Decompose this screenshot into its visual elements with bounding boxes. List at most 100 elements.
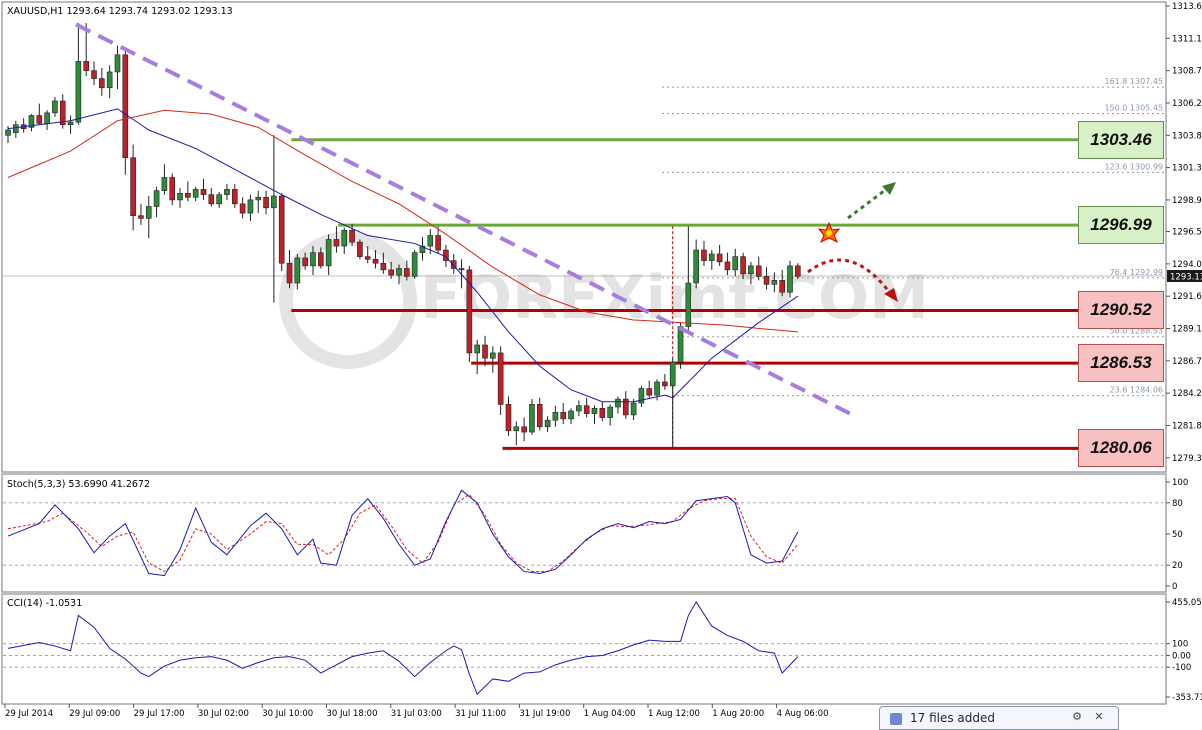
gear-icon[interactable]: ⚙ (1072, 710, 1082, 723)
candle-body (638, 388, 645, 404)
time-tick-label: 31 Jul 03:00 (391, 709, 442, 719)
files-icon (890, 713, 902, 725)
stoch-tick-label: 100 (1172, 478, 1188, 488)
candle-body (122, 54, 129, 158)
candle-body (231, 189, 238, 205)
time-tick-label: 31 Jul 19:00 (519, 709, 570, 719)
candle-body (630, 402, 637, 416)
current-price-label: 1293.13 (1170, 273, 1202, 283)
candle-body (701, 249, 707, 261)
fibonacci-label: 150.0 1305.45 (1104, 104, 1163, 113)
candle-body (708, 253, 715, 261)
close-icon[interactable]: ✕ (1094, 710, 1104, 723)
candle-body (177, 193, 183, 201)
forecast-arrows (807, 182, 898, 302)
bullish-arrow (847, 186, 889, 220)
candle-body (529, 404, 535, 433)
time-tick-label: 1 Aug 04:00 (584, 709, 636, 719)
bullish-arrowhead (882, 182, 896, 195)
time-tick-label: 30 Jul 18:00 (327, 709, 378, 719)
fibonacci-label: 50.0 1288.53 (1110, 327, 1163, 336)
candle-body (716, 253, 723, 263)
ma-slow-line (7, 109, 798, 333)
candle-body (91, 70, 97, 79)
candle-body (83, 61, 89, 71)
candle-body (411, 252, 418, 277)
candle-body (513, 426, 520, 432)
candle-body (310, 252, 316, 267)
candle-body (771, 280, 778, 285)
candle-body (505, 404, 512, 432)
stoch-tick-label: 0 (1172, 582, 1177, 592)
price-tick-label: 1279.35 (1172, 454, 1202, 464)
candle-body (591, 408, 598, 414)
price-tick-label: 1301.35 (1172, 164, 1202, 174)
stoch-header: Stoch(5,3,3) 53.6990 41.2672 (7, 479, 150, 490)
candle-body (349, 229, 355, 243)
candle-body (427, 235, 434, 247)
current-price-marker (1167, 270, 1202, 283)
time-tick-label: 1 Aug 12:00 (648, 709, 700, 719)
candle-body (662, 381, 668, 387)
bearish-arrowhead (884, 288, 898, 302)
files-added-notification[interactable]: 17 files added ⚙ ✕ (879, 706, 1119, 730)
stoch-tick-label: 50 (1172, 530, 1183, 540)
candle-body (130, 157, 136, 217)
support-level-label: 1280.06 (1078, 429, 1164, 468)
horizontal-levels (291, 138, 1078, 450)
candle-body (552, 411, 559, 421)
price-tick-label: 1284.25 (1172, 389, 1202, 399)
candle-body (36, 115, 43, 124)
cci-header: CCI(14) -1.0531 (7, 598, 82, 609)
candle-body (239, 203, 246, 214)
price-tick-label: 1296.50 (1172, 228, 1202, 238)
resistance-level-label: 1296.99 (1078, 206, 1164, 245)
candle-body (458, 268, 465, 271)
cci-tick-label: 455.05 (1172, 598, 1202, 608)
candle-body (654, 381, 660, 396)
candle-body (419, 245, 426, 253)
watermark: FOREXimf.COM (279, 231, 929, 369)
candle-body (787, 265, 793, 293)
time-axis: 29 Jul 2014 29 Jul 09:00 29 Jul 17:00 30 Ju… (4, 704, 829, 719)
candle-body (278, 195, 285, 264)
ma-fast-line (7, 108, 799, 403)
fibonacci-label: 76.4 1292.99 (1110, 268, 1163, 277)
candle-body (622, 398, 629, 416)
candle-body (44, 112, 50, 124)
candle-body (341, 229, 348, 247)
price-tick-label: 1311.15 (1172, 34, 1202, 44)
stoch-main-line (7, 489, 799, 577)
candle-body (67, 121, 74, 126)
fibonacci-levels: 161.8 1307.45 150.0 1305.45 123.6 1300.99 7… (662, 77, 1164, 397)
downtrend-line (75, 22, 854, 417)
price-tick-label: 1286.70 (1172, 357, 1202, 367)
candle-body (536, 404, 543, 428)
cci-tick-label: -353.71 (1172, 693, 1202, 703)
support-level-label: 1290.52 (1078, 291, 1164, 330)
time-tick-label: 30 Jul 02:00 (198, 709, 249, 719)
stoch-panel (1, 473, 1167, 593)
candle-body (490, 352, 496, 359)
candle-body (466, 269, 473, 354)
time-tick-label: 29 Jul 2014 (5, 709, 53, 719)
candle-body (216, 194, 222, 205)
candle-body (576, 405, 582, 412)
candle-body (271, 195, 277, 209)
candle-body (59, 100, 66, 126)
candle-body (560, 411, 567, 420)
candle-body (740, 256, 746, 275)
time-tick-label: 4 Aug 06:00 (777, 709, 829, 719)
candle-body (224, 189, 230, 195)
time-tick-label: 31 Jul 11:00 (455, 709, 506, 719)
candle-body (615, 398, 621, 408)
candle-body (795, 265, 801, 277)
price-tick-label: 1306.25 (1172, 99, 1202, 109)
candle-body (114, 54, 121, 73)
candle-body (450, 260, 457, 269)
time-tick-label: 29 Jul 17:00 (134, 709, 185, 719)
price-tick-label: 1308.70 (1172, 67, 1202, 77)
cci-tick-label: -100 (1172, 663, 1191, 673)
candle-body (396, 268, 402, 276)
candle-body (372, 258, 379, 264)
